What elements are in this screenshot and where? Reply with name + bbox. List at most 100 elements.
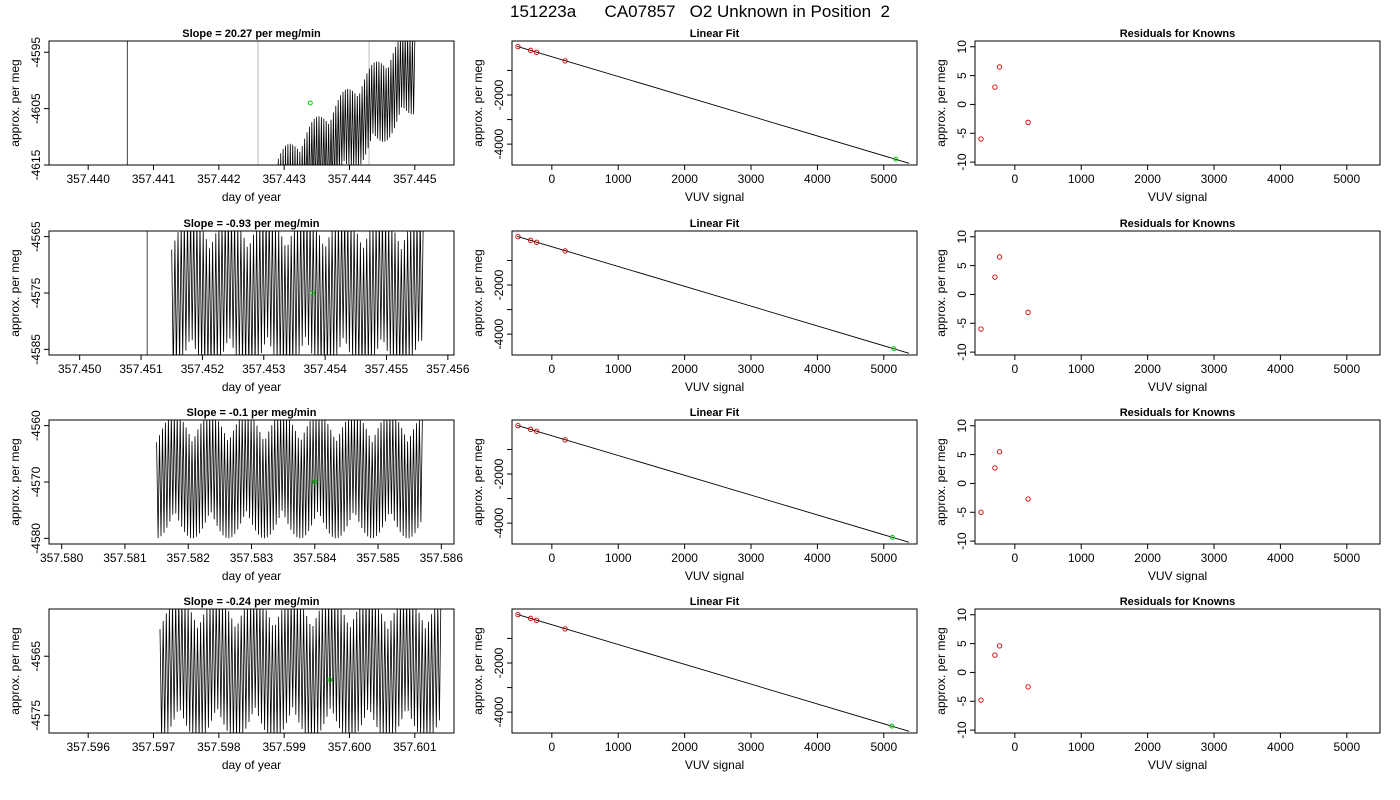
y-axis-label: approx. per meg bbox=[471, 249, 485, 336]
x-tick-label: 3000 bbox=[738, 362, 765, 376]
known-point bbox=[978, 509, 984, 515]
x-tick-label: 4000 bbox=[1267, 740, 1294, 754]
y-tick-label: -2000 bbox=[492, 647, 506, 678]
plot-frame bbox=[511, 40, 918, 166]
x-tick-label: 5000 bbox=[870, 740, 897, 754]
y-tick-label: -4000 bbox=[492, 318, 506, 349]
x-tick-label: 0 bbox=[548, 551, 555, 565]
known-point bbox=[992, 274, 998, 280]
chart-panel: Slope = -0.24 per meg/min 357.596 357.597 3… bbox=[8, 596, 455, 772]
chart-panel: Linear Fit 0 1000 2000 3000 4000 5000 -4000 -200… bbox=[471, 596, 918, 772]
x-axis-label: VUV signal bbox=[685, 758, 744, 772]
x-tick-label: 5000 bbox=[1333, 362, 1360, 376]
x-tick-label: 0 bbox=[1011, 551, 1018, 565]
y-tick-label: -4580 bbox=[29, 523, 43, 554]
y-tick-label: 0 bbox=[955, 480, 969, 487]
known-point bbox=[996, 449, 1003, 455]
x-tick-label: 4000 bbox=[804, 362, 831, 376]
known-point bbox=[515, 43, 521, 50]
chart-panel: Residuals for Knowns 0 1000 2000 3000 4000 500… bbox=[934, 596, 1381, 772]
y-axis-label: approx. per meg bbox=[8, 627, 22, 714]
y-tick-label: -4615 bbox=[29, 149, 43, 180]
plot-frame bbox=[48, 608, 455, 734]
x-tick-label: 1000 bbox=[605, 362, 632, 376]
known-point bbox=[533, 428, 540, 434]
y-axis-label: approx. per meg bbox=[8, 59, 22, 146]
known-point bbox=[562, 437, 568, 443]
chart-panel: Residuals for Knowns 0 1000 2000 3000 4000 500… bbox=[934, 218, 1381, 394]
known-point bbox=[1025, 684, 1031, 690]
x-tick-label: 357.596 bbox=[66, 740, 110, 754]
plot-frame bbox=[511, 419, 918, 545]
x-tick-label: 3000 bbox=[738, 740, 765, 754]
data-layer bbox=[978, 449, 1031, 515]
known-point bbox=[978, 697, 984, 703]
plot-frame bbox=[48, 40, 455, 166]
data-layer bbox=[978, 254, 1031, 332]
y-tick-label: -4570 bbox=[29, 466, 43, 497]
x-tick-label: 5000 bbox=[870, 172, 897, 186]
y-axis-label: approx. per meg bbox=[471, 59, 485, 146]
x-axis-label: day of year bbox=[222, 758, 281, 772]
x-axis-label: VUV signal bbox=[685, 190, 744, 204]
known-point bbox=[562, 58, 568, 64]
x-axis-label: VUV signal bbox=[1148, 380, 1207, 394]
x-tick-label: 357.455 bbox=[365, 362, 409, 376]
x-tick-label: 1000 bbox=[1068, 551, 1095, 565]
data-layer bbox=[515, 611, 910, 732]
x-tick-label: 357.443 bbox=[262, 172, 306, 186]
x-tick-label: 3000 bbox=[1201, 740, 1228, 754]
unknown-point bbox=[889, 534, 895, 540]
known-point bbox=[562, 248, 568, 254]
data-layer bbox=[515, 422, 910, 543]
y-tick-label: -4605 bbox=[29, 93, 43, 124]
known-point bbox=[1025, 309, 1031, 315]
known-point bbox=[1025, 496, 1031, 502]
x-tick-label: 2000 bbox=[1134, 172, 1161, 186]
y-tick-label: -4565 bbox=[29, 221, 43, 252]
y-tick-label: -4000 bbox=[492, 507, 506, 538]
y-tick-label: 10 bbox=[955, 419, 969, 433]
known-point bbox=[515, 233, 521, 240]
x-tick-label: 357.442 bbox=[197, 172, 241, 186]
x-axis-label: day of year bbox=[222, 380, 281, 394]
unknown-mean-point bbox=[310, 290, 316, 296]
y-tick-label: -5 bbox=[955, 696, 969, 707]
data-layer bbox=[146, 231, 424, 355]
y-tick-label: 0 bbox=[955, 101, 969, 108]
x-tick-label: 2000 bbox=[1134, 362, 1161, 376]
chart-panel: Linear Fit 0 1000 2000 3000 4000 5000 -4000 -200… bbox=[471, 407, 918, 583]
x-tick-label: 357.456 bbox=[426, 362, 470, 376]
chart-panel: Linear Fit 0 1000 2000 3000 4000 5000 -4000 -200… bbox=[471, 28, 918, 204]
y-tick-label: 0 bbox=[955, 291, 969, 298]
known-point bbox=[978, 136, 984, 142]
x-tick-label: 357.454 bbox=[303, 362, 347, 376]
trace-line bbox=[159, 609, 442, 733]
x-tick-label: 5000 bbox=[1333, 172, 1360, 186]
data-layer bbox=[515, 233, 910, 354]
y-tick-label: -4595 bbox=[29, 37, 43, 68]
y-axis-label: approx. per meg bbox=[471, 438, 485, 525]
data-layer bbox=[126, 41, 416, 165]
x-tick-label: 357.580 bbox=[40, 551, 84, 565]
x-tick-label: 357.583 bbox=[230, 551, 274, 565]
y-tick-label: 5 bbox=[955, 640, 969, 647]
x-tick-label: 357.599 bbox=[262, 740, 306, 754]
y-tick-label: -4575 bbox=[29, 277, 43, 308]
y-axis-label: approx. per meg bbox=[934, 249, 948, 336]
y-axis-label: approx. per meg bbox=[934, 627, 948, 714]
data-layer bbox=[515, 43, 910, 164]
chart-title: Linear Fit bbox=[690, 596, 740, 608]
y-axis-label: approx. per meg bbox=[934, 59, 948, 146]
x-tick-label: 0 bbox=[548, 172, 555, 186]
x-tick-label: 1000 bbox=[1068, 362, 1095, 376]
x-tick-label: 357.581 bbox=[103, 551, 147, 565]
trace-line bbox=[171, 231, 424, 355]
y-tick-label: 10 bbox=[955, 40, 969, 54]
chart-panel: Slope = 20.27 per meg/min 357.440 357.441 3… bbox=[8, 28, 455, 204]
y-tick-label: -2000 bbox=[492, 458, 506, 489]
y-tick-label: 10 bbox=[955, 608, 969, 622]
plot-frame bbox=[48, 419, 455, 545]
x-axis-label: day of year bbox=[222, 569, 281, 583]
x-tick-label: 4000 bbox=[804, 172, 831, 186]
